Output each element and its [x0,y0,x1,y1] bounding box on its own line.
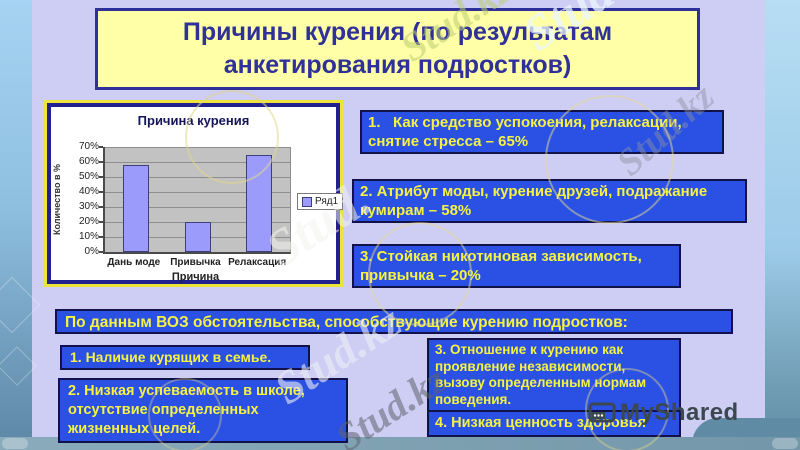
factor-box-1: 1. Наличие курящих в семье. [60,345,310,370]
screen-icon [588,402,616,423]
y-tick-label: 40% [78,186,99,197]
gridline [105,177,290,178]
chart-y-axis-label: Количество в % [52,164,62,235]
frame-left-strip [0,0,41,450]
y-tick-label: 50% [78,171,99,182]
slide-title: Причины курения (по результатам анкетиро… [95,8,700,90]
gridline [105,207,290,208]
frame-corner-highlight [2,438,28,449]
chart-title: Причина курения [137,113,250,128]
legend-label: Ряд1 [315,196,339,207]
x-category-label: Дань моде [107,257,161,268]
bar [246,154,273,252]
y-tick-mark [99,191,103,193]
factor-box-3: 3. Отношение к курению как проявление не… [427,338,681,412]
y-tick-label: 0% [84,246,99,257]
x-category-label: Привычка [170,257,221,268]
y-tick-mark [99,251,103,253]
reason-box-2: 2. Атрибут моды, курение друзей, подража… [352,179,747,223]
myshared-logo[interactable]: MyShared [588,399,739,427]
bar [184,222,211,252]
y-tick-label: 30% [78,201,99,212]
reason-box-1: 1. Как средство успокоения, релаксации, … [360,110,724,154]
myshared-logo-text: MyShared [620,399,739,426]
diamond-decoration [0,276,41,334]
gridline [105,147,290,148]
chart-body: Причина курения Количество в % Причина Р… [47,103,344,284]
y-tick-mark [99,221,103,223]
y-tick-label: 60% [78,156,99,167]
frame-corner-highlight [772,438,798,449]
bar [122,165,149,252]
x-category-label: Релаксация [228,257,287,268]
chart-legend: Ряд1 [297,193,344,210]
who-header-band: По данным ВОЗ обстоятельства, способству… [55,309,733,334]
frame-right-strip [765,0,800,450]
chart-plot [103,147,291,254]
y-tick-label: 70% [78,141,99,152]
y-tick-mark [99,146,103,148]
y-tick-label: 20% [78,216,99,227]
y-tick-mark [99,161,103,163]
factor-box-2: 2. Низкая успеваемость в школе, отсутств… [58,378,348,443]
chart: Причина курения Количество в % Причина Р… [44,100,344,287]
legend-swatch-icon [302,196,312,207]
diamond-decoration [0,346,37,386]
gridline [105,162,290,163]
gridline [105,192,290,193]
y-tick-label: 10% [78,231,99,242]
reason-box-3: 3. Стойкая никотиновая зависимость, прив… [352,244,681,288]
y-tick-mark [99,206,103,208]
chart-x-axis-label: Причина [171,271,220,283]
y-tick-mark [99,236,103,238]
y-tick-mark [99,176,103,178]
